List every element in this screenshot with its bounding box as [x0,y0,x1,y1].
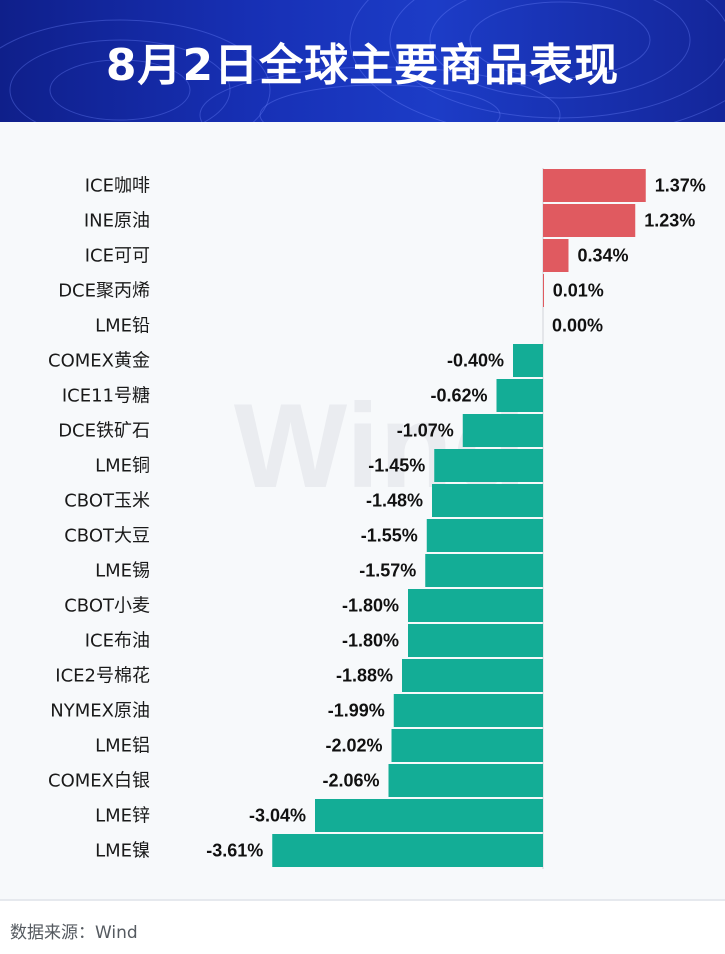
bar [315,799,543,832]
bar [513,344,543,377]
value-label: -0.40% [447,351,504,371]
value-label: -1.48% [366,491,423,511]
category-label: LME镍 [95,841,150,862]
value-label: 0.00% [552,316,603,336]
category-label: LME铜 [95,456,150,477]
bar [543,274,544,307]
value-label: -1.99% [328,701,385,721]
value-label: -1.55% [361,526,418,546]
category-label: ICE2号棉花 [55,666,150,687]
chart-panel [0,122,725,899]
category-label: ICE布油 [85,631,150,652]
value-label: -3.61% [206,841,263,861]
bar-chart: Wind ICE咖啡 1.37%INE原油 1.23%ICE可可 0.34%DCE聚丙… [48,168,706,869]
bar [543,204,636,237]
bar [426,519,543,552]
value-label: -1.45% [368,456,425,476]
category-label: INE原油 [84,211,150,232]
header-banner: 8月2日全球主要商品表现 [0,0,725,122]
category-label: LME铝 [95,736,150,757]
value-label: -2.02% [325,736,382,756]
bar [496,379,543,412]
bar [462,414,543,447]
bar [408,624,543,657]
category-label: DCE聚丙烯 [58,281,150,302]
value-label: -1.07% [397,421,454,441]
source-note: 数据来源：Wind [10,923,138,943]
bar [425,554,543,587]
value-label: 0.01% [553,281,604,301]
bar [543,169,646,202]
bar [434,449,543,482]
bar [391,729,543,762]
category-label: LME铅 [95,316,150,337]
value-label: -1.57% [359,561,416,581]
category-label: ICE可可 [85,246,150,267]
category-label: CBOT小麦 [64,596,150,617]
value-label: 0.34% [578,246,629,266]
category-label: COMEX黄金 [48,351,150,372]
contour-decoration [0,0,725,122]
category-label: ICE咖啡 [85,176,150,197]
category-label: CBOT大豆 [64,526,150,547]
bar [402,659,543,692]
category-label: CBOT玉米 [64,491,150,512]
category-label: LME锡 [95,561,150,582]
footer-divider [0,899,725,901]
value-label: 1.23% [644,211,695,231]
bar [388,764,543,797]
value-label: -3.04% [249,806,306,826]
value-label: -1.80% [342,631,399,651]
category-label: NYMEX原油 [50,701,150,722]
value-label: -0.62% [430,386,487,406]
category-label: ICE11号糖 [62,386,150,407]
category-label: DCE铁矿石 [58,421,150,442]
bar [393,694,543,727]
category-label: LME锌 [95,806,150,827]
value-label: 1.37% [655,176,706,196]
bar [543,239,569,272]
page-title: 8月2日全球主要商品表现 [105,40,620,91]
bar [272,834,543,867]
value-label: -2.06% [322,771,379,791]
bar [432,484,543,517]
value-label: -1.88% [336,666,393,686]
bar [408,589,543,622]
value-label: -1.80% [342,596,399,616]
category-label: COMEX白银 [48,771,150,792]
